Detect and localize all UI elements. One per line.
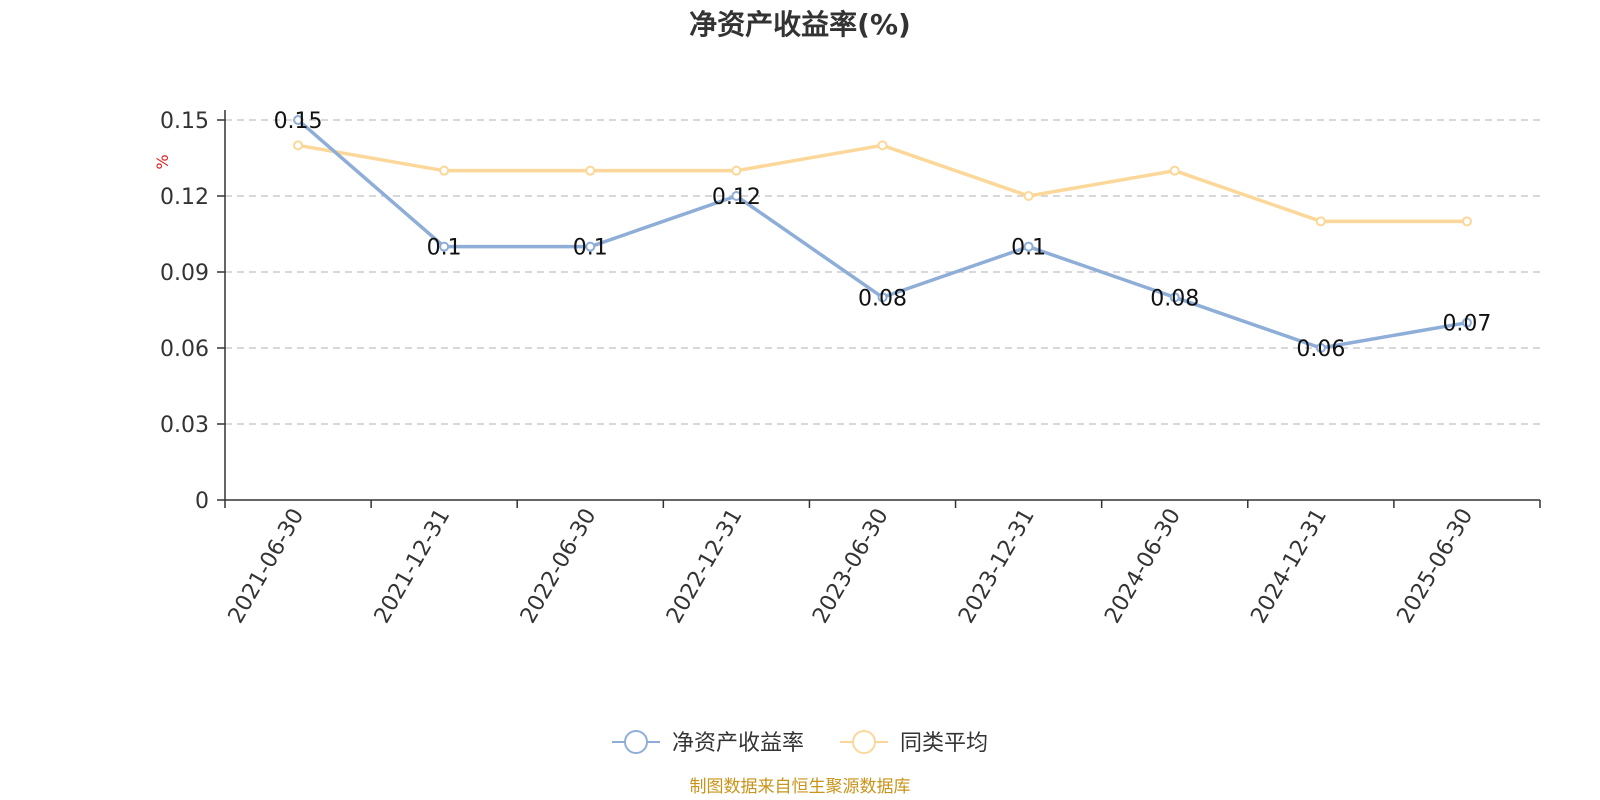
data-point[interactable] <box>1315 216 1326 227</box>
y-tick-label: 0.06 <box>160 337 209 362</box>
data-point[interactable] <box>439 165 450 176</box>
data-point[interactable] <box>1315 343 1326 353</box>
data-label: 0.15 <box>274 109 323 134</box>
y-tick-label: 0 <box>195 489 209 514</box>
data-point[interactable] <box>585 241 596 252</box>
data-label: 0.08 <box>858 286 907 311</box>
data-point[interactable] <box>1461 216 1472 227</box>
x-tick-label: 2021-12-31 <box>370 504 456 627</box>
y-axis-unit: % <box>153 154 172 169</box>
data-point[interactable] <box>439 241 450 252</box>
data-point[interactable] <box>1023 191 1034 201</box>
legend-label: 净资产收益率 <box>672 731 804 756</box>
legend-item-0[interactable]: 净资产收益率 <box>612 730 804 756</box>
data-point[interactable] <box>1023 241 1034 252</box>
legend-item-1[interactable]: 同类平均 <box>840 730 988 756</box>
x-tick-label: 2023-12-31 <box>954 505 1040 628</box>
data-label: 0.07 <box>1442 312 1491 337</box>
axes: 0 0.03 0.06 0.09 0.12 0.15 2021-06-30 2021-12-3… <box>160 109 1541 628</box>
y-tick-label: 0.09 <box>160 261 209 286</box>
source-note: 制图数据来自恒生聚源数据库 <box>690 777 911 797</box>
series-line-1 <box>297 143 1467 224</box>
data-point[interactable] <box>731 191 742 201</box>
legend-marker <box>624 730 648 754</box>
data-point[interactable] <box>1461 317 1472 328</box>
data-label: 0.12 <box>712 185 761 210</box>
x-tick-label: 2022-06-30 <box>516 505 602 628</box>
data-label: 0.06 <box>1296 337 1345 362</box>
data-point[interactable] <box>731 165 742 176</box>
data-label: 0.08 <box>1150 286 1199 311</box>
y-tick-label: 0.15 <box>160 109 209 134</box>
data-point[interactable] <box>585 165 596 176</box>
y-tick-label: 0.03 <box>160 413 209 438</box>
data-point[interactable] <box>877 292 888 303</box>
data-label: 0.1 <box>1011 236 1046 261</box>
legend-label: 同类平均 <box>900 731 988 756</box>
data-label: 0.1 <box>573 236 608 261</box>
data-point[interactable] <box>1169 292 1180 303</box>
data-point[interactable] <box>1169 165 1180 176</box>
x-tick-label: 2022-12-31 <box>662 505 748 628</box>
data-point[interactable] <box>293 115 304 125</box>
legend[interactable]: 净资产收益率 同类平均 <box>612 730 988 756</box>
data-point[interactable] <box>293 140 304 151</box>
series-line-0 <box>296 118 1468 350</box>
chart-title: 净资产收益率(%) <box>689 8 911 41</box>
x-tick-label: 2021-06-30 <box>224 505 310 628</box>
data-labels: 0.15 0.1 0.1 0.12 0.08 0.1 0.08 0.06 0.07 <box>274 109 1492 362</box>
data-point[interactable] <box>877 140 888 151</box>
x-tick-label: 2025-06-30 <box>1393 505 1479 628</box>
x-tick-label: 2024-06-30 <box>1100 505 1186 628</box>
data-label: 0.1 <box>427 236 462 261</box>
series <box>293 115 1472 353</box>
legend-marker <box>852 730 876 754</box>
y-tick-label: 0.12 <box>160 185 209 210</box>
x-tick-label: 2023-06-30 <box>808 505 894 628</box>
x-tick-label: 2024-12-31 <box>1246 505 1332 628</box>
